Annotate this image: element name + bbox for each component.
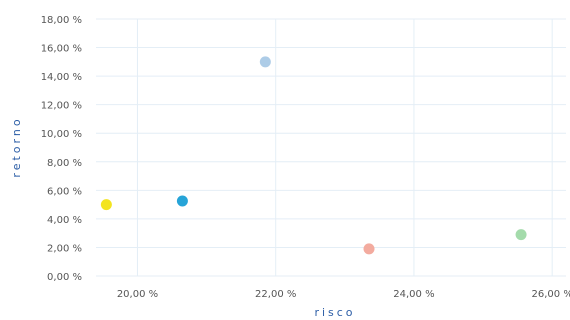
- y-tick-label: 8,00 %: [47, 158, 82, 169]
- x-axis-title: risco: [314, 306, 355, 319]
- data-point: [515, 229, 527, 241]
- data-point: [100, 199, 112, 211]
- data-points: [100, 56, 527, 255]
- x-tick-label: 20,00 %: [117, 289, 158, 300]
- x-tick-label: 22,00 %: [255, 289, 296, 300]
- y-tick-label: 18,00 %: [41, 15, 82, 26]
- x-tick-label: 26,00 %: [532, 289, 570, 300]
- y-axis-title: retorno: [10, 116, 23, 177]
- y-tick-label: 6,00 %: [47, 186, 82, 197]
- x-axis-ticks: 20,00 % 22,00 % 24,00 % 26,00 %: [117, 289, 570, 300]
- y-axis-ticks: 0,00 % 2,00 % 4,00 % 6,00 % 8,00 % 10,00 % 12,…: [41, 15, 82, 283]
- y-tick-label: 2,00 %: [47, 243, 82, 254]
- y-tick-label: 0,00 %: [47, 272, 82, 283]
- data-point: [176, 195, 188, 207]
- y-tick-label: 12,00 %: [41, 101, 82, 112]
- data-point: [363, 243, 375, 255]
- x-tick-label: 24,00 %: [393, 289, 434, 300]
- grid: [96, 18, 566, 277]
- y-tick-label: 10,00 %: [41, 129, 82, 140]
- y-tick-label: 4,00 %: [47, 215, 82, 226]
- data-point: [259, 56, 271, 68]
- y-tick-label: 16,00 %: [41, 44, 82, 55]
- y-tick-label: 14,00 %: [41, 72, 82, 83]
